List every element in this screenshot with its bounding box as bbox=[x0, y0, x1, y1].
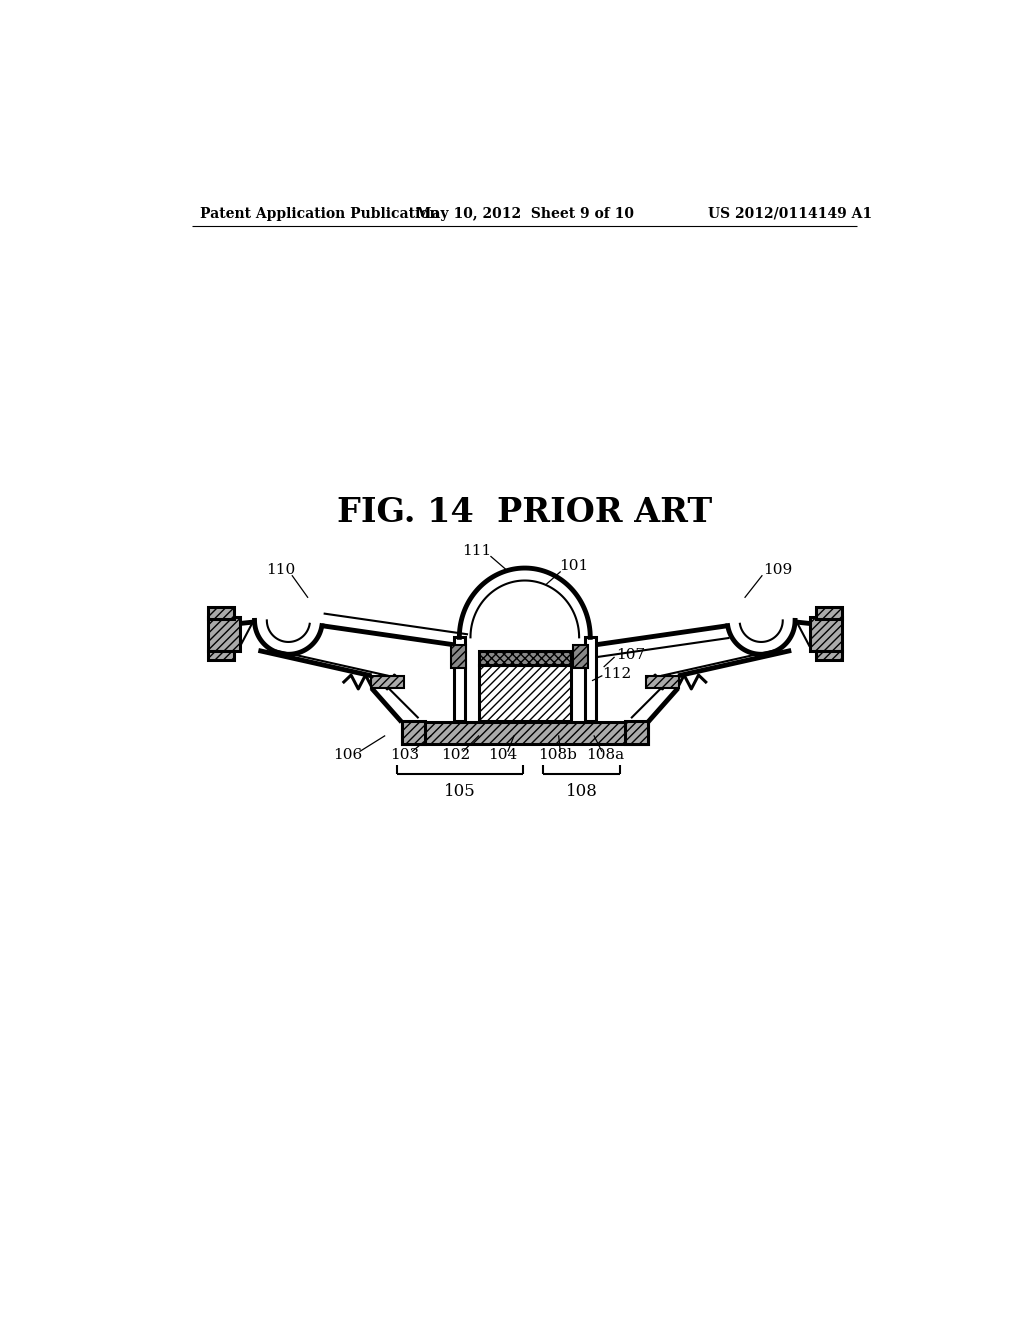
Text: 108a: 108a bbox=[586, 748, 624, 762]
Text: 110: 110 bbox=[266, 564, 295, 577]
Text: 104: 104 bbox=[488, 748, 518, 762]
Text: 106: 106 bbox=[333, 748, 362, 762]
Bar bbox=[625, 721, 648, 743]
Text: Patent Application Publication: Patent Application Publication bbox=[200, 207, 439, 220]
Bar bbox=[478, 651, 571, 665]
Text: 109: 109 bbox=[763, 564, 792, 577]
Text: US 2012/0114149 A1: US 2012/0114149 A1 bbox=[708, 207, 872, 220]
Bar bbox=[572, 645, 588, 668]
Bar bbox=[646, 676, 679, 688]
Bar bbox=[208, 607, 233, 619]
Bar bbox=[208, 618, 240, 651]
Text: 103: 103 bbox=[390, 748, 419, 762]
Bar bbox=[401, 721, 425, 743]
Text: 107: 107 bbox=[616, 648, 645, 663]
Bar bbox=[208, 651, 233, 660]
Bar bbox=[810, 618, 842, 651]
Text: 108b: 108b bbox=[539, 748, 578, 762]
Bar bbox=[371, 676, 403, 688]
Text: FIG. 14  PRIOR ART: FIG. 14 PRIOR ART bbox=[337, 496, 713, 529]
Bar bbox=[585, 638, 596, 721]
Text: 111: 111 bbox=[463, 544, 492, 558]
Bar bbox=[478, 665, 571, 721]
Bar bbox=[816, 607, 842, 619]
Bar bbox=[454, 638, 465, 721]
Text: 101: 101 bbox=[559, 560, 588, 573]
Text: 105: 105 bbox=[444, 783, 476, 800]
Bar bbox=[816, 651, 842, 660]
Text: May 10, 2012  Sheet 9 of 10: May 10, 2012 Sheet 9 of 10 bbox=[416, 207, 634, 220]
Bar bbox=[451, 645, 466, 668]
Text: 102: 102 bbox=[441, 748, 470, 762]
Text: 108: 108 bbox=[566, 783, 598, 800]
Text: 112: 112 bbox=[602, 668, 632, 681]
Bar bbox=[401, 722, 648, 743]
